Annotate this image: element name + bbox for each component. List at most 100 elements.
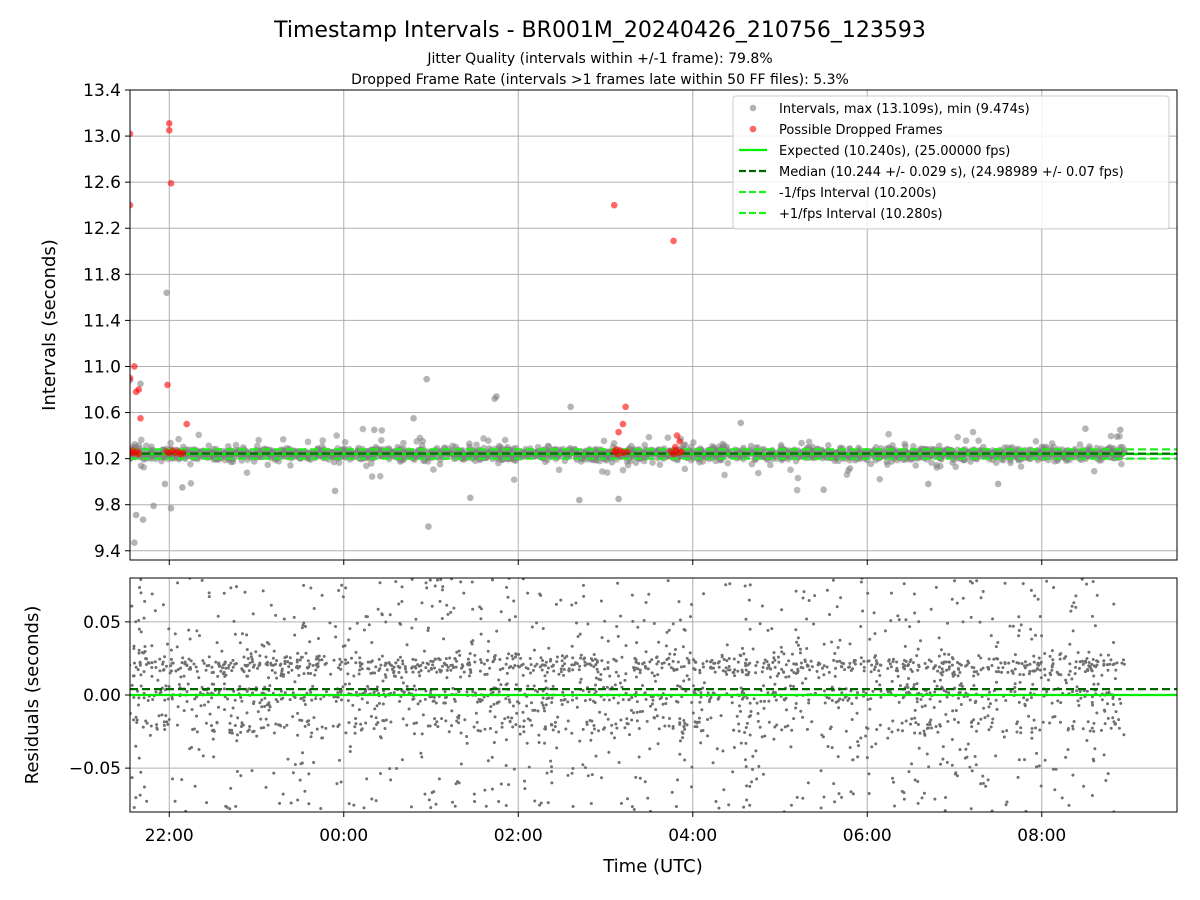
residual-point: [541, 659, 545, 663]
residual-point: [541, 703, 545, 707]
residual-point: [117, 634, 120, 637]
residual-point: [719, 714, 723, 718]
residual-point: [154, 666, 158, 670]
residual-point: [319, 806, 323, 810]
residual-point: [199, 704, 203, 708]
residual-point: [887, 727, 891, 731]
residual-point: [1070, 677, 1074, 681]
residual-point: [1086, 668, 1090, 672]
residual-point: [859, 624, 863, 628]
residual-point: [904, 618, 908, 622]
residual-point: [819, 806, 823, 810]
residual-point: [840, 795, 844, 799]
residual-point: [574, 621, 578, 625]
residual-point: [614, 670, 618, 674]
residual-point: [913, 778, 917, 782]
residual-point: [683, 727, 687, 731]
residual-point: [121, 664, 124, 667]
residual-point: [614, 722, 618, 726]
residual-point: [421, 713, 425, 717]
residual-point: [276, 700, 280, 704]
residual-point: [773, 658, 777, 662]
residual-point: [139, 591, 143, 595]
residual-point: [1023, 704, 1027, 708]
residual-point: [521, 673, 525, 677]
residual-point: [132, 661, 136, 665]
residual-point: [1019, 726, 1023, 730]
residual-point: [229, 586, 233, 590]
interval-point: [510, 476, 518, 484]
residual-point: [166, 697, 170, 701]
residual-point: [479, 617, 483, 621]
residual-point: [910, 717, 914, 721]
residual-point: [805, 617, 809, 621]
residual-point: [289, 801, 293, 805]
residual-point: [879, 689, 883, 693]
residual-point: [420, 601, 424, 605]
residual-point: [901, 729, 905, 733]
residual-point: [535, 621, 539, 625]
residual-point: [968, 579, 972, 583]
residual-point: [927, 658, 931, 662]
residual-point: [941, 757, 945, 761]
residual-point: [1037, 656, 1041, 660]
residual-point: [452, 665, 456, 669]
residual-point: [1050, 664, 1054, 668]
residual-point: [183, 662, 187, 666]
residual-point: [535, 662, 539, 666]
residual-point: [701, 665, 705, 669]
residual-point: [485, 672, 489, 676]
residual-point: [462, 591, 466, 595]
residual-point: [598, 710, 602, 714]
residual-point: [384, 718, 388, 722]
residual-point: [632, 711, 636, 715]
residual-point: [507, 652, 511, 656]
residual-point: [1073, 665, 1077, 669]
residual-point: [690, 765, 694, 769]
residual-point: [915, 700, 919, 704]
residual-point: [932, 706, 936, 710]
residual-point: [207, 591, 211, 595]
residual-point: [974, 763, 978, 767]
y-tick-label: 10.2: [83, 450, 121, 470]
residual-point: [479, 661, 483, 665]
residual-point: [930, 726, 934, 730]
residual-point: [499, 610, 503, 614]
residual-point: [138, 793, 142, 797]
residual-point: [911, 661, 915, 665]
residual-point: [264, 662, 268, 666]
residual-point: [872, 611, 876, 615]
residual-point: [787, 659, 791, 663]
residual-point: [565, 654, 569, 658]
residual-point: [920, 705, 924, 709]
residual-point: [267, 642, 271, 646]
residual-point: [486, 759, 490, 763]
residual-point: [1117, 726, 1121, 730]
residual-point: [669, 666, 673, 670]
residual-point: [559, 698, 563, 702]
residual-point: [875, 679, 879, 683]
dropped-frame-point: [183, 420, 191, 428]
residual-point: [794, 589, 798, 593]
residual-point: [362, 806, 366, 810]
residual-point: [472, 792, 476, 796]
residual-point: [1030, 726, 1034, 730]
interval-point: [436, 461, 444, 468]
residual-point: [522, 730, 526, 734]
residual-point: [524, 666, 528, 670]
residual-point: [230, 731, 234, 735]
residual-point: [990, 664, 994, 668]
residual-point: [119, 658, 122, 661]
residual-point: [1115, 661, 1119, 665]
residual-point: [987, 667, 991, 671]
residual-point: [986, 714, 990, 718]
residual-point: [288, 698, 292, 702]
residual-point: [550, 781, 554, 785]
residual-point: [688, 615, 692, 619]
residual-point: [1075, 685, 1079, 689]
residual-point: [280, 667, 284, 671]
residual-point: [923, 733, 927, 737]
interval-point: [928, 459, 935, 467]
y-tick-label: 12.2: [83, 219, 121, 239]
residual-point: [245, 674, 249, 678]
